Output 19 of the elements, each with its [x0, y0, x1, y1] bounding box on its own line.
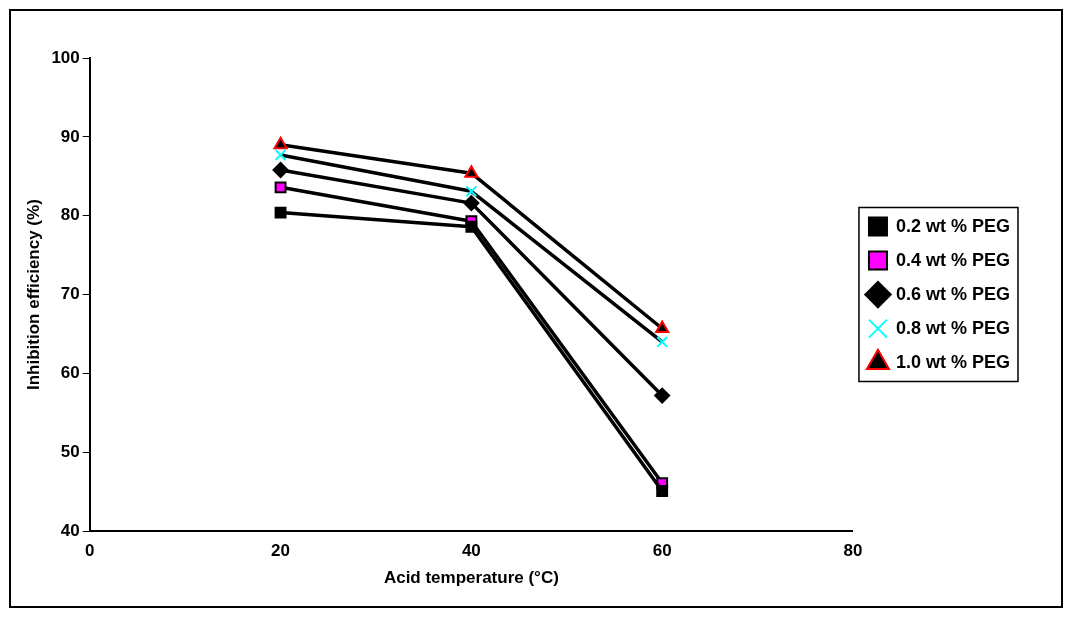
y-tick-label: 40	[60, 520, 80, 540]
y-tick-label: 90	[60, 126, 80, 146]
x-tick-label: 20	[271, 541, 291, 561]
x-tick-label: 60	[652, 541, 672, 561]
legend-label: 0.4 wt % PEG	[895, 249, 1011, 270]
y-tick-label: 60	[60, 363, 80, 383]
y-axis-title: Inhibition efficiency (%)	[23, 199, 43, 390]
y-tick-label: 100	[51, 47, 80, 67]
y-tick-label: 70	[60, 284, 80, 304]
legend-label: 0.8 wt % PEG	[895, 317, 1011, 338]
x-tick-label: 0	[85, 541, 95, 561]
y-tick-label: 80	[60, 205, 80, 225]
x-axis-title: Acid temperature (°C)	[383, 568, 559, 588]
y-tick-label: 50	[60, 442, 80, 462]
legend-label: 0.2 wt % PEG	[895, 215, 1011, 236]
x-tick-label: 80	[843, 541, 863, 561]
x-tick-label: 40	[461, 541, 481, 561]
legend-label: 0.6 wt % PEG	[895, 283, 1011, 304]
legend-label: 1.0 wt % PEG	[895, 351, 1011, 372]
